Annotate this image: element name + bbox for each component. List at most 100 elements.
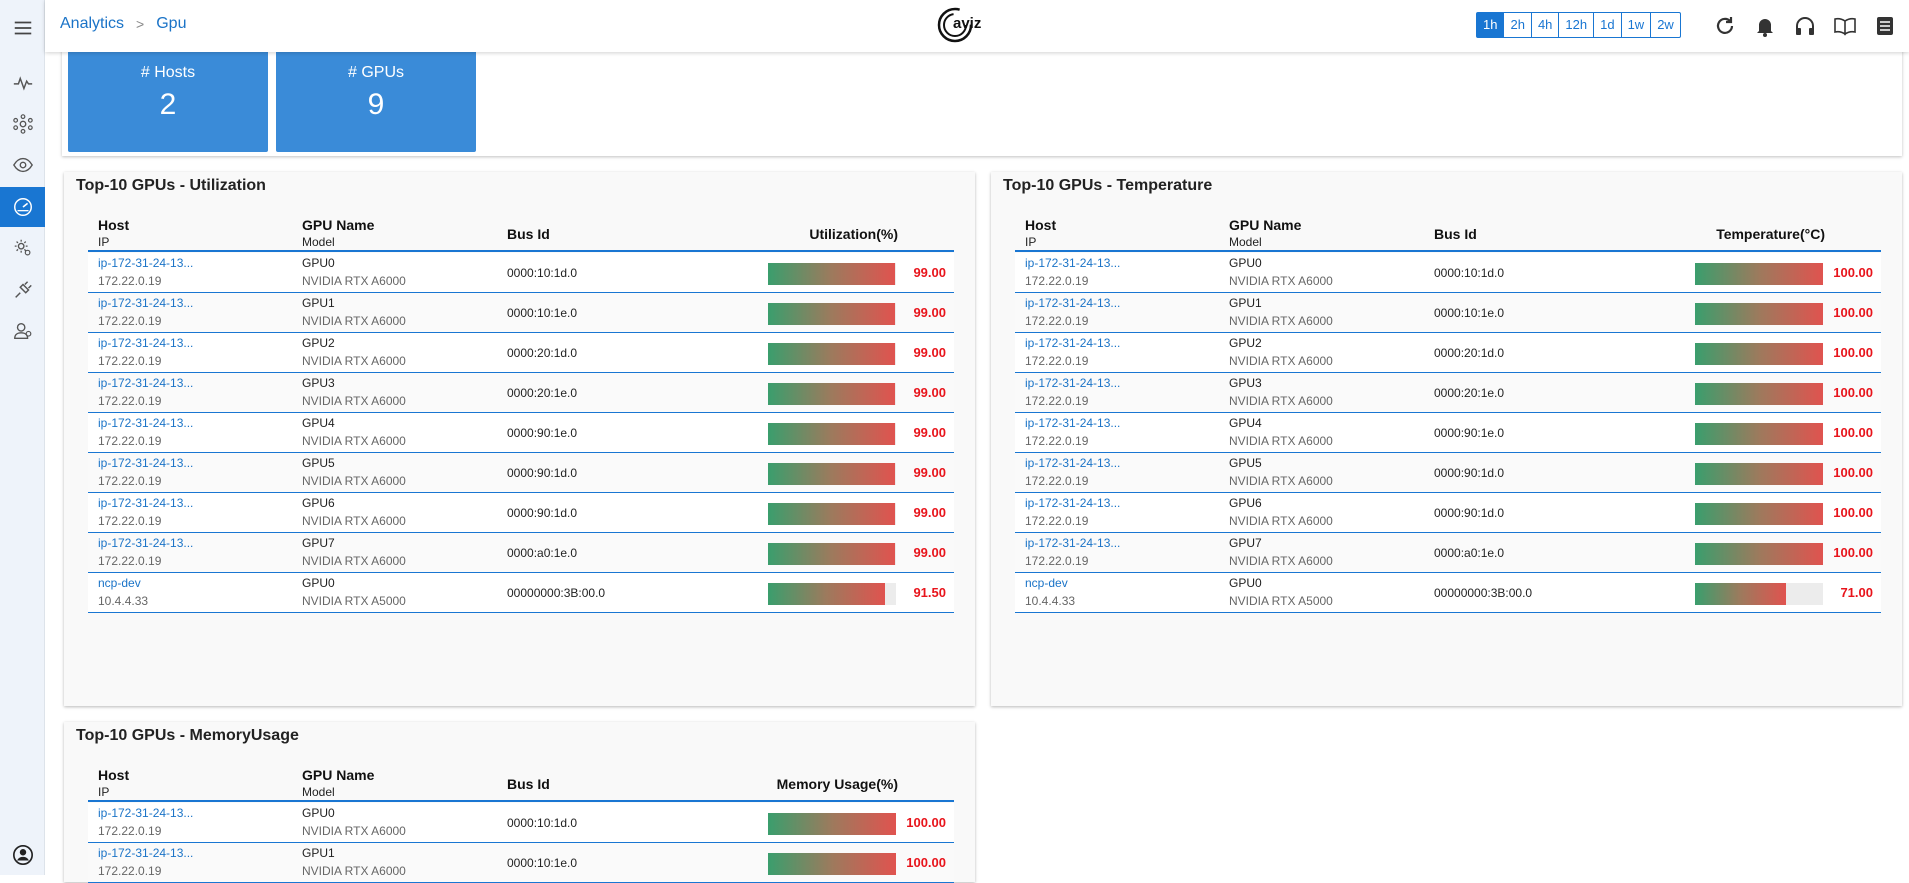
table-header: Host IP GPU Name Model Bus Id Utilization(%) — [88, 215, 954, 252]
host-ip: 172.22.0.19 — [1025, 554, 1089, 568]
gpu-name: GPU0 — [1229, 576, 1262, 590]
gpu-name: GPU5 — [1229, 456, 1262, 470]
time-range-2w[interactable]: 2w — [1650, 13, 1680, 37]
time-range-1h[interactable]: 1h — [1477, 13, 1504, 37]
metric-bar — [1695, 463, 1823, 485]
breadcrumb-gpu[interactable]: Gpu — [156, 15, 187, 32]
metric-value: 100.00 — [1833, 545, 1873, 560]
metric-value: 99.00 — [913, 465, 946, 480]
host-link[interactable]: ip-172-31-24-13... — [1025, 456, 1121, 470]
host-link[interactable]: ip-172-31-24-13... — [98, 376, 194, 390]
host-ip: 172.22.0.19 — [98, 394, 162, 408]
host-ip: 172.22.0.19 — [1025, 314, 1089, 328]
host-ip: 172.22.0.19 — [1025, 394, 1089, 408]
users-icon[interactable] — [0, 311, 45, 351]
gpu-name: GPU1 — [302, 296, 335, 310]
gpu-model: NVIDIA RTX A6000 — [1229, 434, 1333, 448]
metric-bar — [1695, 583, 1823, 605]
host-link[interactable]: ip-172-31-24-13... — [1025, 496, 1121, 510]
host-link[interactable]: ip-172-31-24-13... — [1025, 416, 1121, 430]
metric-bar — [768, 853, 896, 875]
bus-id: 0000:10:1e.0 — [507, 306, 578, 320]
table-row: ncp-dev 10.4.4.33 GPU0 NVIDIA RTX A5000 0000… — [88, 573, 954, 613]
host-link[interactable]: ip-172-31-24-13... — [1025, 336, 1121, 350]
host-link[interactable]: ip-172-31-24-13... — [98, 846, 194, 860]
plug-icon[interactable] — [0, 270, 45, 310]
bus-id: 0000:90:1d.0 — [1434, 466, 1505, 480]
account-icon[interactable] — [0, 835, 45, 875]
table-title: Top-10 GPUs - Temperature — [1003, 177, 1213, 194]
host-ip: 10.4.4.33 — [1025, 594, 1076, 608]
refresh-icon[interactable] — [1713, 14, 1737, 38]
gpu-model: NVIDIA RTX A5000 — [1229, 594, 1333, 608]
host-link[interactable]: ip-172-31-24-13... — [98, 806, 194, 820]
column-header-gpu-name: GPU Name — [302, 767, 375, 783]
host-link[interactable]: ip-172-31-24-13... — [1025, 256, 1121, 270]
gpu-name: GPU0 — [302, 256, 335, 270]
host-link[interactable]: ip-172-31-24-13... — [98, 336, 194, 350]
metric-bar — [1695, 263, 1823, 285]
host-link[interactable]: ip-172-31-24-13... — [98, 256, 194, 270]
temperature-table-card: Top-10 GPUs - Temperature Host IP GPU Name M… — [991, 172, 1902, 706]
menu-icon[interactable] — [0, 8, 45, 48]
metric-bar-fill — [1695, 463, 1823, 485]
host-link[interactable]: ip-172-31-24-13... — [1025, 296, 1121, 310]
gpu-name: GPU0 — [302, 576, 335, 590]
table-header: Host IP GPU Name Model Bus Id Memory Usage(%) — [88, 765, 954, 802]
host-link[interactable]: ip-172-31-24-13... — [98, 296, 194, 310]
top-header: Analytics > Gpu aviz 1h 2h 4h 12h 1d 1w 2w — [45, 0, 1909, 52]
table-row: ip-172-31-24-13... 172.22.0.19 GPU3 NVIDIA … — [88, 373, 954, 413]
time-range-4h[interactable]: 4h — [1530, 13, 1558, 37]
host-link[interactable]: ip-172-31-24-13... — [98, 456, 194, 470]
host-link[interactable]: ip-172-31-24-13... — [1025, 376, 1121, 390]
metric-bar-fill — [768, 423, 895, 445]
headphones-icon[interactable] — [1793, 14, 1817, 38]
host-ip: 172.22.0.19 — [98, 314, 162, 328]
gpu-name: GPU3 — [1229, 376, 1262, 390]
time-range-1w[interactable]: 1w — [1620, 13, 1651, 37]
time-range-12h[interactable]: 12h — [1558, 13, 1593, 37]
dashboard-icon[interactable] — [0, 187, 45, 227]
host-link[interactable]: ip-172-31-24-13... — [1025, 536, 1121, 550]
bus-id: 0000:10:1e.0 — [507, 856, 578, 870]
host-link[interactable]: ip-172-31-24-13... — [98, 536, 194, 550]
bell-icon[interactable] — [1753, 14, 1777, 38]
bus-id: 0000:90:1d.0 — [1434, 506, 1505, 520]
bus-id: 0000:90:1e.0 — [1434, 426, 1505, 440]
eye-icon[interactable] — [0, 145, 45, 185]
column-header-bus-id: Bus Id — [1434, 226, 1477, 242]
gpu-model: NVIDIA RTX A6000 — [302, 314, 406, 328]
breadcrumb-separator: > — [136, 16, 145, 32]
metric-bar — [768, 543, 896, 565]
metric-bar-fill — [768, 343, 895, 365]
metric-bar — [1695, 303, 1823, 325]
network-icon[interactable] — [0, 104, 45, 144]
memory-usage-table-card: Top-10 GPUs - MemoryUsage Host IP GPU Name M… — [64, 722, 975, 883]
metric-value: 99.00 — [913, 385, 946, 400]
breadcrumb-analytics[interactable]: Analytics — [60, 15, 125, 32]
gpu-model: NVIDIA RTX A6000 — [302, 554, 406, 568]
column-header-metric: Memory Usage(%) — [776, 776, 898, 792]
pulse-icon[interactable] — [0, 63, 45, 103]
column-header-model: Model — [302, 235, 335, 249]
column-header-ip: IP — [1025, 235, 1037, 249]
bus-id: 0000:10:1d.0 — [507, 266, 578, 280]
metric-bar — [768, 383, 896, 405]
time-range-1d[interactable]: 1d — [1593, 13, 1620, 37]
host-ip: 172.22.0.19 — [98, 434, 162, 448]
host-link[interactable]: ncp-dev — [1025, 576, 1068, 590]
book-icon[interactable] — [1833, 14, 1857, 38]
host-link[interactable]: ncp-dev — [98, 576, 141, 590]
bus-id: 0000:10:1e.0 — [1434, 306, 1505, 320]
settings-icon[interactable] — [0, 228, 45, 268]
gpu-name: GPU0 — [302, 806, 335, 820]
metric-value: 100.00 — [906, 815, 946, 830]
time-range-2h[interactable]: 2h — [1503, 13, 1530, 37]
document-icon[interactable] — [1873, 14, 1897, 38]
metric-bar — [1695, 423, 1823, 445]
metric-value: 71.00 — [1840, 585, 1873, 600]
gpu-model: NVIDIA RTX A6000 — [1229, 394, 1333, 408]
metric-value: 99.00 — [913, 305, 946, 320]
host-link[interactable]: ip-172-31-24-13... — [98, 416, 194, 430]
host-link[interactable]: ip-172-31-24-13... — [98, 496, 194, 510]
